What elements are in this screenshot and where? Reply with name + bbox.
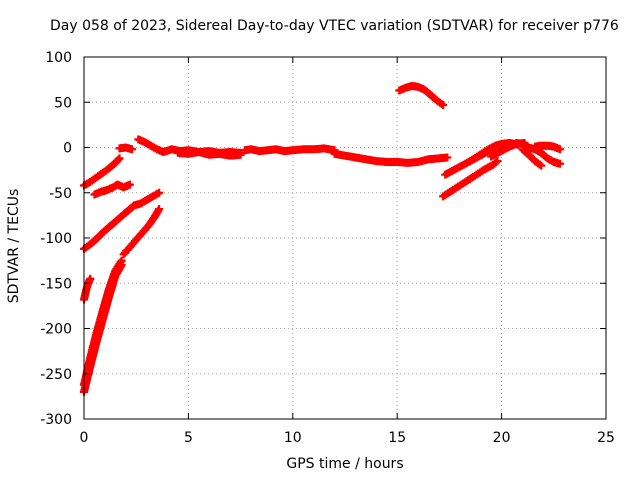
y-tick-label: -100 <box>40 231 72 247</box>
x-tick-label: 20 <box>493 430 511 446</box>
data-point <box>443 153 452 162</box>
data-point <box>439 100 448 109</box>
chart-title: Day 058 of 2023, Sidereal Day-to-day VTE… <box>50 18 619 34</box>
data-point <box>155 205 164 214</box>
x-tick-label: 10 <box>284 430 302 446</box>
y-tick-label: -250 <box>40 367 72 383</box>
y-tick-label: -300 <box>40 412 72 428</box>
x-tick-label: 25 <box>597 430 615 446</box>
x-axis-label: GPS time / hours <box>286 456 404 472</box>
y-tick-label: 0 <box>63 141 72 157</box>
data-point <box>556 159 565 168</box>
x-tick-label: 15 <box>388 430 406 446</box>
data-point <box>115 154 124 163</box>
data-point <box>117 256 126 265</box>
data-point <box>128 145 137 154</box>
y-tick-label: -150 <box>40 276 72 292</box>
data-point <box>236 150 245 159</box>
axis-ticks: 0 5 10 15 20 25 100 50 0 -50 -100 -150 -200 -250 -300 <box>40 50 615 446</box>
data-point <box>556 145 565 154</box>
x-tick-label: 0 <box>80 430 89 446</box>
data-series <box>80 81 565 396</box>
data-point <box>86 274 95 283</box>
x-tick-label: 5 <box>184 430 193 446</box>
y-axis-label: SDTVAR / TECUs <box>6 188 22 304</box>
y-tick-label: -200 <box>40 322 72 338</box>
data-point <box>437 99 446 108</box>
y-tick-label: 50 <box>54 95 72 111</box>
y-tick-label: 100 <box>45 50 72 66</box>
data-point <box>535 160 544 169</box>
y-tick-label: -50 <box>49 186 72 202</box>
data-point <box>155 188 164 197</box>
data-point <box>537 161 546 170</box>
data-point <box>493 157 502 166</box>
gridlines <box>84 57 606 419</box>
data-point <box>125 180 134 189</box>
data-point <box>492 158 501 167</box>
